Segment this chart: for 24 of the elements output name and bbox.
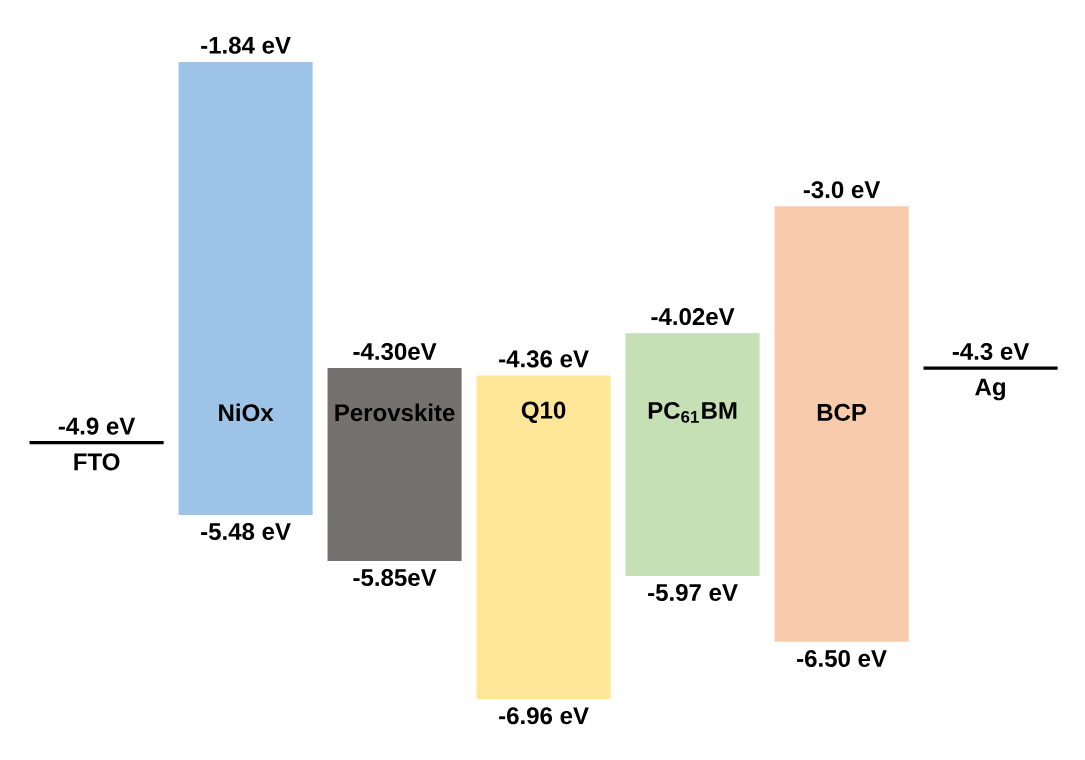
annotation: -3.0 eV xyxy=(803,180,881,199)
bar xyxy=(178,61,313,515)
x-tick-label: Perovskite xyxy=(335,403,455,422)
x-tick-label: PC$_{61}$BM xyxy=(648,401,737,423)
bar xyxy=(625,333,760,576)
annotation: -5.48 eV xyxy=(201,522,291,540)
annotation: -1.84 eV xyxy=(201,36,291,54)
bar xyxy=(327,367,462,561)
ref-line-label: -4.3 eV xyxy=(952,342,1030,360)
annotation: -5.85eV xyxy=(353,568,437,586)
annotation: -4.02eV xyxy=(651,307,735,325)
bar xyxy=(774,206,909,642)
x-tick-label: BCP xyxy=(817,403,867,421)
annotation: -5.97 eV xyxy=(648,583,738,601)
x-tick-label: NiOx xyxy=(219,403,274,422)
ref-line-label: -4.9 eV xyxy=(58,417,136,435)
annotation: -4.30eV xyxy=(353,342,437,360)
bar xyxy=(476,375,611,699)
x-tick-label: Ag xyxy=(975,378,1005,401)
annotation: -6.96 eV xyxy=(499,707,589,725)
annotation: -4.36 eV xyxy=(499,350,589,368)
x-tick-label: Q10 xyxy=(521,401,566,423)
annotation: -6.50 eV xyxy=(797,649,887,667)
x-tick-label: FTO xyxy=(74,453,120,471)
